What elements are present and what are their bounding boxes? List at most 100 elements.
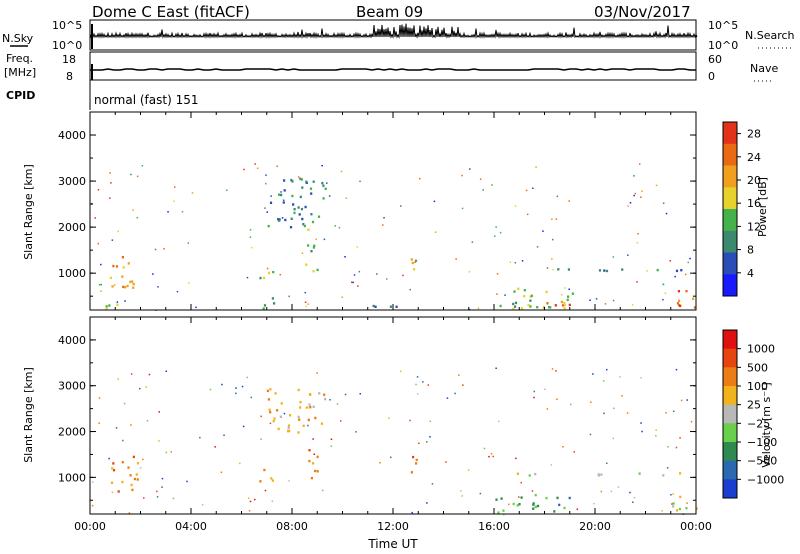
data-point xyxy=(426,441,428,443)
velocity-colorbar: 1000 500 100 25 −25 −100 −500 −1000 xyxy=(722,329,784,499)
data-point xyxy=(269,422,272,425)
data-point xyxy=(675,368,678,371)
data-cell xyxy=(517,287,520,290)
data-point xyxy=(679,437,681,439)
data-point xyxy=(610,490,613,493)
data-point xyxy=(471,241,474,243)
data-cell xyxy=(534,505,537,509)
data-point xyxy=(235,392,237,395)
data-point xyxy=(494,235,496,237)
data-point xyxy=(340,420,342,422)
data-cell xyxy=(298,213,301,216)
freq-panel xyxy=(89,51,697,81)
data-point xyxy=(98,284,101,286)
data-cell xyxy=(563,307,566,310)
data-cell xyxy=(131,488,134,492)
data-cell xyxy=(320,422,323,425)
data-point xyxy=(172,497,175,500)
velocity-panel: 1000 2000 3000 4000 00:00 04:00 08:00 12:00 16:0… xyxy=(58,316,712,533)
data-point xyxy=(383,217,385,219)
data-cell xyxy=(290,217,293,220)
data-point xyxy=(265,182,267,185)
data-cell xyxy=(534,493,537,497)
data-point xyxy=(288,480,290,482)
data-cell xyxy=(308,449,311,452)
data-point xyxy=(555,370,557,372)
data-point xyxy=(422,381,424,383)
data-cell xyxy=(277,218,280,221)
data-point xyxy=(115,427,118,429)
data-cell xyxy=(323,393,326,396)
data-cell xyxy=(679,304,682,308)
data-point xyxy=(345,197,348,199)
data-point xyxy=(304,291,306,294)
data-point xyxy=(619,376,621,378)
data-point xyxy=(606,368,608,371)
data-cell xyxy=(115,265,119,268)
colorbar-frame xyxy=(722,121,738,297)
data-cell xyxy=(313,244,316,247)
data-point xyxy=(460,490,462,492)
data-point xyxy=(462,384,464,386)
nsearch-tick-bottom: 10^0 xyxy=(708,39,738,52)
data-cell xyxy=(271,297,274,300)
data-cell xyxy=(656,268,659,272)
data-point xyxy=(254,163,256,165)
data-point xyxy=(531,490,534,492)
data-cell xyxy=(561,304,565,307)
data-cell xyxy=(280,193,283,197)
data-cell xyxy=(553,510,556,513)
data-point xyxy=(592,373,594,375)
data-cell xyxy=(528,474,531,477)
data-point xyxy=(280,191,282,193)
data-point xyxy=(249,236,252,238)
data-cell xyxy=(568,303,571,307)
data-point xyxy=(297,176,300,178)
data-cell xyxy=(314,416,317,420)
data-point xyxy=(113,284,116,286)
data-point xyxy=(488,455,490,458)
data-point xyxy=(684,273,687,276)
data-point xyxy=(670,494,672,496)
data-point xyxy=(686,399,688,401)
data-cell xyxy=(273,302,276,305)
data-point xyxy=(655,435,657,437)
data-point xyxy=(427,384,429,386)
data-point xyxy=(641,190,643,192)
data-cell xyxy=(571,292,574,295)
data-point xyxy=(589,433,592,436)
x-tick-label: 12:00 xyxy=(377,520,409,533)
data-cell xyxy=(500,497,503,500)
y-tick-label: 3000 xyxy=(58,380,86,393)
data-point xyxy=(568,200,570,202)
data-point xyxy=(344,256,346,258)
colorbar-swatch xyxy=(723,143,737,166)
data-cell xyxy=(309,406,312,409)
data-point xyxy=(181,210,184,213)
data-point xyxy=(242,425,245,428)
data-point xyxy=(186,480,188,483)
y-tick-label: 4000 xyxy=(58,334,86,347)
data-point xyxy=(122,439,124,442)
data-point xyxy=(431,483,434,485)
data-point xyxy=(334,225,336,227)
data-point xyxy=(148,373,151,376)
data-point xyxy=(260,438,262,440)
data-point xyxy=(633,496,636,499)
data-point xyxy=(546,408,549,410)
freq-label: Freq. xyxy=(6,52,33,65)
data-cell xyxy=(112,469,116,472)
data-cell xyxy=(131,280,134,283)
data-point xyxy=(341,296,343,298)
data-cell xyxy=(280,402,283,405)
data-point xyxy=(504,294,506,296)
data-point xyxy=(170,451,172,453)
plot-frame xyxy=(89,111,697,311)
data-cell xyxy=(514,305,517,308)
data-point xyxy=(340,170,343,173)
data-point xyxy=(520,481,522,484)
data-cell xyxy=(603,269,606,272)
data-point xyxy=(446,397,449,399)
data-cell xyxy=(318,392,321,395)
data-point xyxy=(461,207,464,210)
